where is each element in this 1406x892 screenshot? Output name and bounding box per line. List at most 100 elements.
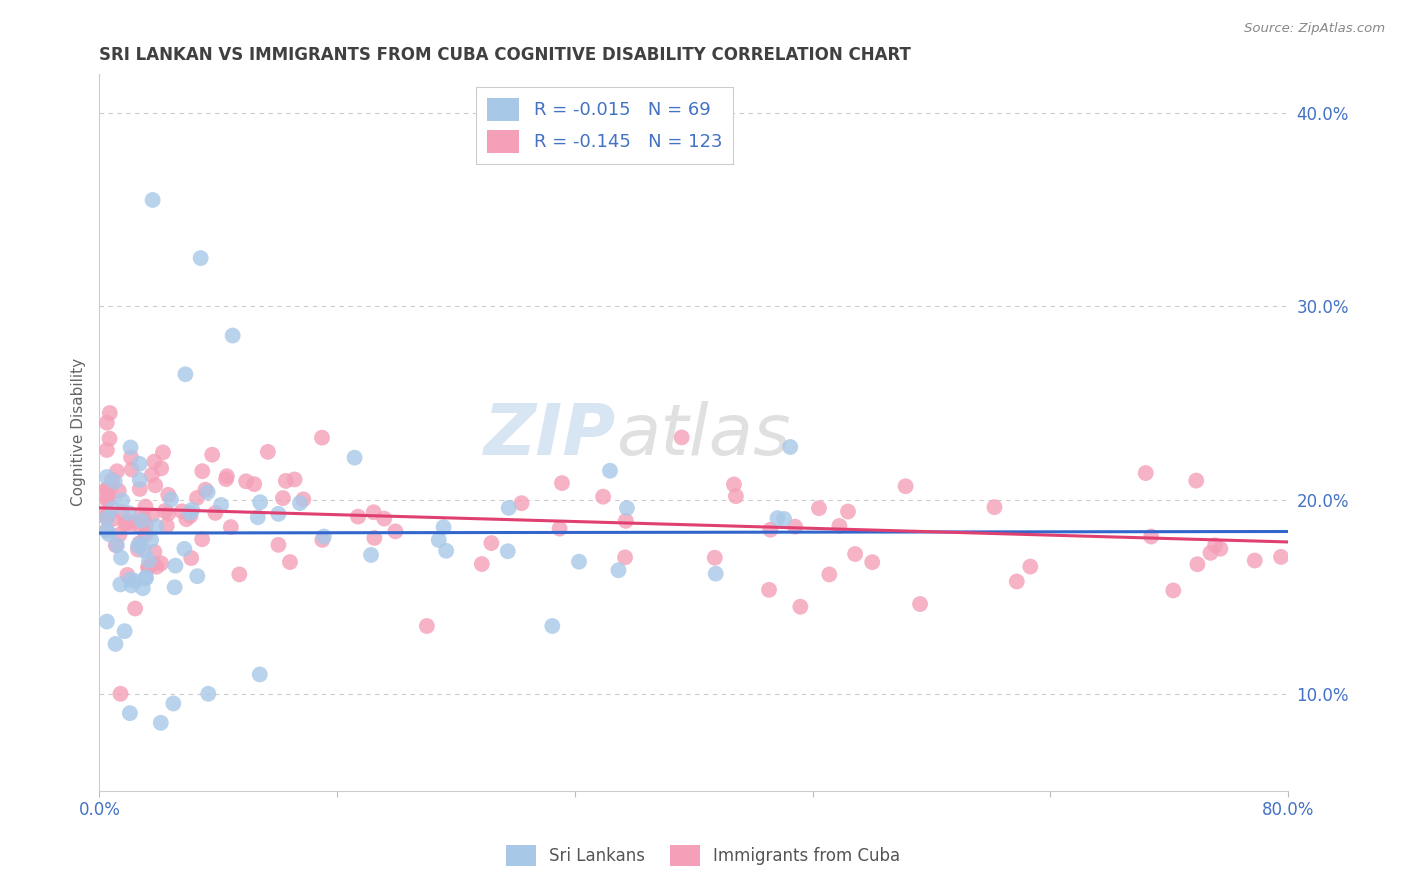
Point xyxy=(215,472,238,486)
Point xyxy=(132,512,155,526)
Point xyxy=(153,504,176,518)
Point xyxy=(111,493,134,508)
Point xyxy=(479,536,502,550)
Point xyxy=(1199,546,1222,560)
Point xyxy=(384,524,406,539)
Y-axis label: Cognitive Disability: Cognitive Disability xyxy=(72,359,86,507)
Point xyxy=(117,506,139,520)
Point xyxy=(551,476,574,491)
Point xyxy=(779,440,801,454)
Point xyxy=(129,537,152,551)
Point xyxy=(138,559,160,574)
Point xyxy=(191,533,214,547)
Point xyxy=(124,574,146,588)
Point xyxy=(128,482,150,496)
Point xyxy=(173,541,195,556)
Point xyxy=(671,430,693,444)
Point xyxy=(179,506,201,520)
Point xyxy=(150,461,173,475)
Point xyxy=(139,533,162,547)
Point xyxy=(983,500,1005,515)
Point xyxy=(197,687,219,701)
Point xyxy=(96,470,118,484)
Point xyxy=(278,555,301,569)
Point xyxy=(758,582,780,597)
Point xyxy=(96,511,118,525)
Point xyxy=(134,543,156,558)
Legend: Sri Lankans, Immigrants from Cuba: Sri Lankans, Immigrants from Cuba xyxy=(499,838,907,873)
Point xyxy=(723,477,745,491)
Point xyxy=(121,578,143,592)
Point xyxy=(121,462,143,476)
Point xyxy=(908,597,931,611)
Point xyxy=(136,560,159,574)
Point xyxy=(96,490,118,504)
Point xyxy=(1019,559,1042,574)
Point xyxy=(201,448,224,462)
Point xyxy=(157,488,180,502)
Point xyxy=(110,550,132,565)
Point xyxy=(274,474,297,488)
Point xyxy=(110,687,132,701)
Point xyxy=(141,468,163,483)
Point xyxy=(807,501,830,516)
Point xyxy=(837,504,859,518)
Point xyxy=(143,545,166,559)
Point xyxy=(190,251,212,265)
Point xyxy=(363,505,385,519)
Text: SRI LANKAN VS IMMIGRANTS FROM CUBA COGNITIVE DISABILITY CORRELATION CHART: SRI LANKAN VS IMMIGRANTS FROM CUBA COGNI… xyxy=(100,46,911,64)
Point xyxy=(101,473,124,487)
Point xyxy=(548,522,571,536)
Point xyxy=(283,472,305,486)
Point xyxy=(197,485,219,500)
Point xyxy=(96,509,118,524)
Point xyxy=(129,508,152,522)
Point xyxy=(132,581,155,595)
Point xyxy=(1187,558,1209,572)
Point xyxy=(143,478,166,492)
Text: atlas: atlas xyxy=(616,401,792,470)
Point xyxy=(129,520,152,534)
Point xyxy=(117,568,139,582)
Point xyxy=(179,508,201,523)
Point xyxy=(191,464,214,478)
Point xyxy=(96,524,118,538)
Point xyxy=(135,571,157,585)
Point xyxy=(142,557,165,571)
Point xyxy=(135,518,157,533)
Point xyxy=(1270,549,1292,564)
Point xyxy=(828,519,851,533)
Point xyxy=(704,566,727,581)
Point xyxy=(135,570,157,584)
Point xyxy=(108,483,131,498)
Point xyxy=(1185,474,1208,488)
Point xyxy=(614,514,637,528)
Point xyxy=(312,529,335,543)
Point xyxy=(128,457,150,471)
Point xyxy=(111,505,134,519)
Point xyxy=(267,507,290,521)
Point xyxy=(860,555,883,569)
Point xyxy=(789,599,811,614)
Point xyxy=(162,697,184,711)
Point xyxy=(894,479,917,493)
Point xyxy=(180,551,202,566)
Point xyxy=(416,619,439,633)
Point xyxy=(510,496,533,510)
Point xyxy=(271,491,294,505)
Point xyxy=(120,441,142,455)
Point xyxy=(249,495,271,509)
Point xyxy=(98,406,121,420)
Point xyxy=(759,523,782,537)
Point xyxy=(96,492,118,507)
Point xyxy=(288,496,311,510)
Point xyxy=(98,527,121,541)
Point xyxy=(143,455,166,469)
Point xyxy=(311,431,333,445)
Point xyxy=(165,558,187,573)
Point xyxy=(128,473,150,487)
Point xyxy=(599,464,621,478)
Point xyxy=(592,490,614,504)
Point xyxy=(104,637,127,651)
Point xyxy=(219,520,242,534)
